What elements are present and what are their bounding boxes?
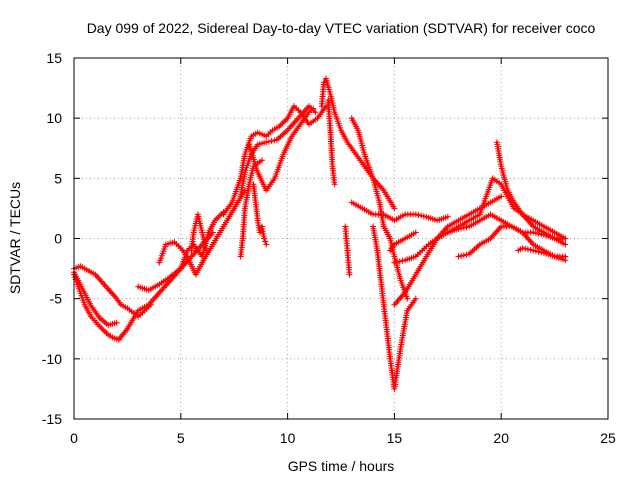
- data-point: [458, 252, 465, 259]
- data-point: [535, 230, 542, 237]
- data-point: [271, 137, 278, 144]
- chart-title: Day 099 of 2022, Sidereal Day-to-day VTE…: [87, 20, 596, 36]
- data-point: [519, 245, 526, 252]
- series-track-18: [391, 193, 505, 308]
- data-point: [530, 247, 537, 254]
- x-tick-label: 25: [600, 430, 616, 446]
- x-axis-label: GPS time / hours: [288, 458, 395, 474]
- data-point: [412, 295, 419, 302]
- axis-ticks: 0 5 10 15 20 25 -15 -10 -5 0 5 10 15: [42, 50, 616, 446]
- series-track-6: [156, 187, 248, 278]
- data-point: [346, 271, 353, 278]
- series-track-20: [348, 199, 451, 224]
- data-point: [562, 241, 569, 248]
- data-point: [396, 258, 403, 265]
- data-point: [263, 241, 270, 248]
- data-point: [320, 79, 327, 86]
- series-track-14: [325, 97, 338, 188]
- data-point: [412, 211, 419, 218]
- y-tick-label: 10: [46, 110, 62, 126]
- data-point: [522, 245, 529, 252]
- y-axis-label: SDTVAR / TECUs: [7, 182, 23, 294]
- data-point: [312, 109, 319, 116]
- data-point: [532, 230, 539, 237]
- data-point: [261, 235, 268, 242]
- data-point: [203, 247, 210, 254]
- data-point: [463, 251, 470, 258]
- series-track-21: [387, 229, 419, 254]
- y-tick-label: 5: [54, 170, 62, 186]
- data-point: [562, 257, 569, 264]
- y-tick-label: -15: [42, 411, 62, 427]
- series-track-17: [370, 223, 419, 392]
- series-line: [72, 265, 152, 318]
- data-point: [394, 259, 401, 265]
- data-point: [404, 295, 411, 302]
- data-point: [262, 238, 269, 245]
- data-point: [532, 248, 539, 255]
- series-track-23: [493, 139, 569, 248]
- data-point: [538, 249, 545, 256]
- series-track-3: [71, 269, 120, 329]
- data-point: [460, 224, 467, 231]
- y-tick-label: -10: [42, 351, 62, 367]
- series-track-2: [71, 271, 122, 343]
- y-tick-label: 0: [54, 231, 62, 247]
- data-point: [444, 213, 451, 220]
- series-group: [71, 75, 569, 392]
- x-tick-label: 15: [387, 430, 403, 446]
- data-point: [455, 253, 462, 260]
- y-tick-label: -5: [50, 291, 63, 307]
- data-point: [524, 246, 531, 253]
- series-track-24: [455, 223, 569, 260]
- series-track-11: [250, 181, 270, 248]
- data-point: [331, 181, 338, 188]
- data-point: [460, 252, 467, 259]
- data-point: [399, 257, 406, 264]
- data-point: [265, 138, 272, 145]
- data-point: [256, 229, 263, 236]
- data-point: [415, 212, 422, 218]
- data-point: [391, 259, 398, 266]
- data-point: [263, 139, 270, 146]
- data-point: [530, 229, 537, 236]
- x-tick-label: 0: [70, 430, 78, 446]
- series-track-15: [342, 223, 353, 278]
- series-track-19: [391, 211, 569, 266]
- data-point: [535, 248, 542, 255]
- x-tick-label: 5: [177, 430, 185, 446]
- series-track-12: [246, 105, 317, 194]
- data-point: [310, 105, 317, 112]
- data-point: [527, 246, 534, 253]
- x-tick-label: 10: [280, 430, 296, 446]
- data-point: [113, 319, 120, 326]
- data-point: [391, 205, 398, 212]
- y-tick-label: 15: [46, 50, 62, 66]
- series-track-7: [188, 211, 210, 254]
- series-track-25: [515, 245, 569, 264]
- series-line: [389, 231, 417, 252]
- data-point: [498, 193, 505, 200]
- series-track-9: [237, 103, 319, 200]
- data-point: [420, 213, 427, 220]
- data-point: [259, 157, 265, 164]
- data-point: [418, 212, 425, 219]
- data-point: [412, 229, 419, 236]
- data-point: [562, 235, 569, 242]
- x-tick-label: 20: [493, 430, 509, 446]
- data-point: [463, 224, 470, 231]
- data-point: [268, 138, 275, 144]
